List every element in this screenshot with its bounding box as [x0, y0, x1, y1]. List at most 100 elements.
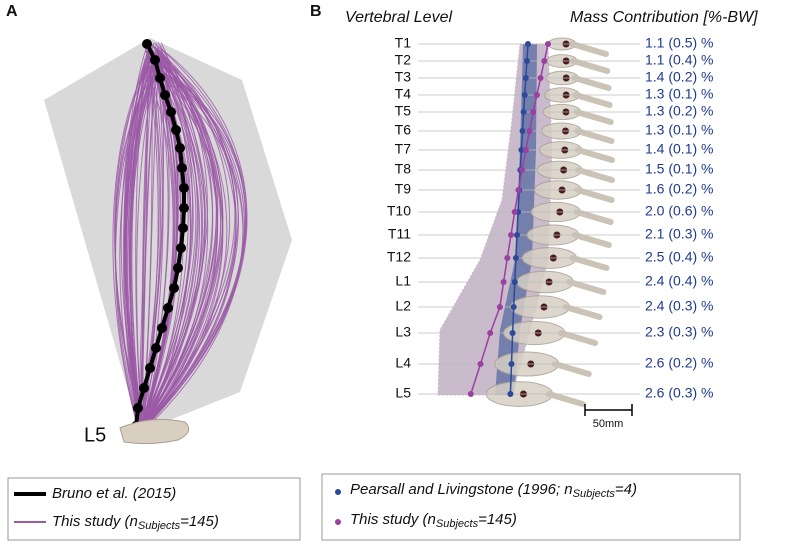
legend-text: =4) [615, 481, 637, 498]
panel-label: B [310, 3, 322, 20]
study-dot [522, 147, 529, 153]
subject-curve [138, 64, 197, 431]
process [572, 92, 613, 108]
legend-text: Pearsall and Livingstone (1996; n [350, 481, 573, 498]
level: T11 [388, 226, 411, 242]
subject-curve [142, 45, 224, 431]
level: L2 [395, 298, 411, 314]
process [575, 167, 616, 183]
level: T9 [395, 181, 412, 197]
process [558, 330, 599, 346]
subject-curve [127, 50, 159, 431]
process [551, 361, 592, 377]
reference-joint [175, 143, 185, 153]
legend-label: Bruno et al. (2015) [52, 485, 176, 502]
reference-joint [173, 263, 183, 273]
mass: 2.3 (0.3) % [645, 324, 713, 340]
process [574, 187, 615, 203]
legend-text: Subjects [436, 518, 479, 530]
study-dot [530, 109, 537, 115]
level: T7 [395, 141, 412, 157]
mass: 1.1 (0.5) % [645, 35, 713, 51]
legend-text: This study (n [52, 513, 138, 530]
study-dot [537, 75, 544, 81]
study-dot [515, 187, 522, 193]
process [570, 58, 611, 74]
ref-dot [511, 279, 518, 285]
level: L4 [395, 355, 411, 371]
reference-joint [155, 73, 165, 83]
ref-dot [509, 330, 516, 336]
level: L3 [395, 324, 411, 340]
mass: 1.5 (0.1) % [645, 161, 713, 177]
legend-box [7, 477, 301, 541]
study-dot [487, 330, 494, 336]
reference-joint [171, 125, 181, 135]
mass: 2.0 (0.6) % [645, 203, 713, 219]
subject-curve [114, 50, 149, 431]
legends: Bruno et al. (2015)This study (nSubjects… [14, 481, 637, 532]
process [569, 255, 610, 271]
sacrum [119, 419, 190, 445]
subject-curve [125, 51, 157, 431]
reference-joint [179, 203, 189, 213]
mass: 2.6 (0.2) % [645, 355, 713, 371]
scale-bar [584, 404, 633, 416]
level: T1 [395, 35, 412, 51]
level: T10 [387, 203, 411, 219]
subject-curve [114, 59, 152, 431]
ref-dot [512, 255, 519, 261]
ref-dot [514, 232, 520, 238]
ref-dot [518, 147, 525, 153]
reference-joint [160, 90, 170, 100]
reference-joint [145, 363, 155, 373]
level: T4 [395, 86, 412, 102]
column-header: Mass Contribution [%-BW] [570, 9, 758, 26]
legend-swatch [335, 489, 341, 495]
level: T6 [395, 122, 412, 138]
mass: 1.4 (0.1) % [645, 141, 713, 157]
mass: 1.6 (0.2) % [645, 181, 713, 197]
subject-curve [140, 60, 156, 431]
mass: 2.4 (0.4) % [645, 273, 713, 289]
mass: 1.3 (0.2) % [645, 103, 713, 119]
study-dot [519, 167, 526, 173]
process [574, 147, 615, 163]
ref-dot [521, 92, 528, 98]
subject-curve [142, 47, 203, 431]
level: T12 [387, 249, 411, 265]
subject-curve [138, 54, 194, 431]
process [573, 109, 614, 125]
level: T8 [395, 161, 412, 177]
reference-joint [151, 343, 161, 353]
reference-joint [133, 403, 143, 413]
study-dot [500, 279, 507, 285]
study-dot [496, 304, 503, 310]
panel-b: T1 1.1 (0.5) % T2 1.1 (0.4) % T3 1.4 (0.2) % T… [387, 35, 714, 430]
subject-curve [138, 66, 247, 431]
ref-dot [508, 361, 515, 367]
panel-a: L5 [44, 38, 292, 446]
process [562, 304, 603, 320]
study-dot [504, 255, 511, 261]
legend-swatch [335, 519, 341, 525]
legend-text: Subjects [138, 520, 181, 532]
reference-joint [166, 107, 176, 117]
legend-box [321, 473, 741, 541]
subject-curve [131, 61, 161, 431]
legend-text: This study (n [350, 511, 436, 528]
ref-dot [507, 391, 514, 397]
process [574, 128, 615, 144]
subject-curve [143, 59, 169, 431]
level: T2 [395, 52, 412, 68]
reference-joint [157, 323, 167, 333]
mass: 1.3 (0.1) % [645, 86, 713, 102]
study-dot [508, 232, 514, 238]
subject-curve [138, 50, 219, 431]
reference-joint [179, 183, 189, 193]
panel-label: A [6, 3, 18, 20]
scale-label: 50mm [593, 418, 624, 430]
legend-label: Pearsall and Livingstone (1996; nSubject… [350, 481, 637, 500]
ref-dot [525, 41, 531, 47]
mass: 1.4 (0.2) % [645, 69, 713, 85]
